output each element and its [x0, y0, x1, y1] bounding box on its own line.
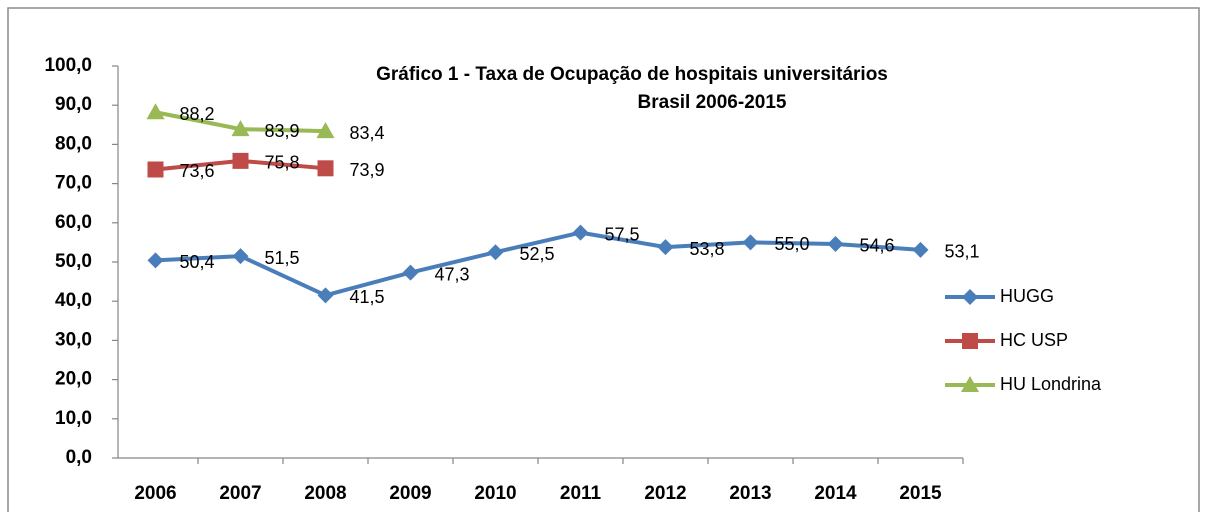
data-point	[827, 235, 844, 252]
chart-frame	[7, 7, 1200, 512]
data-point	[232, 248, 249, 265]
value-label: 52,5	[520, 244, 555, 264]
x-tick-label: 2006	[134, 483, 176, 504]
y-tick-label: 60,0	[55, 212, 92, 233]
value-label: 88,2	[180, 104, 215, 124]
y-tick-label: 10,0	[55, 408, 92, 429]
value-label: 73,6	[180, 161, 215, 181]
y-tick-label: 70,0	[55, 173, 92, 194]
data-point	[147, 252, 164, 269]
data-point	[572, 224, 589, 241]
legend-marker	[961, 376, 979, 392]
value-label: 53,1	[945, 242, 980, 262]
data-point	[317, 160, 334, 177]
y-tick-label: 80,0	[55, 133, 92, 154]
legend-marker	[962, 333, 978, 349]
data-point	[657, 239, 674, 256]
value-label: 75,8	[265, 153, 300, 173]
series-line	[155, 230, 921, 298]
x-tick-label: 2015	[899, 483, 942, 504]
y-tick-label: 100,0	[44, 55, 92, 76]
legend-label: HU Londrina	[1000, 374, 1102, 394]
value-label: 41,5	[350, 287, 385, 307]
value-label: 47,3	[435, 264, 470, 284]
x-tick-label: 2008	[304, 483, 346, 504]
value-label: 50,4	[180, 252, 215, 272]
y-tick-label: 30,0	[55, 329, 92, 350]
legend-marker	[962, 289, 978, 305]
y-tick-label: 50,0	[55, 251, 92, 272]
value-label: 53,8	[690, 239, 725, 259]
data-point	[487, 244, 504, 261]
data-point	[317, 287, 334, 304]
value-label: 57,5	[605, 224, 640, 244]
data-point	[742, 234, 759, 251]
value-label: 54,6	[860, 236, 895, 256]
data-point	[912, 241, 929, 258]
x-tick-label: 2010	[474, 483, 516, 504]
value-label: 55,0	[775, 234, 810, 254]
chart-subtitle: Brasil 2006-2015	[638, 92, 787, 113]
y-tick-label: 90,0	[55, 94, 92, 115]
value-label: 83,9	[265, 121, 300, 141]
data-point	[402, 264, 419, 281]
legend-label: HUGG	[1000, 286, 1054, 306]
value-label: 51,5	[265, 248, 300, 268]
y-tick-label: 40,0	[55, 290, 92, 311]
x-tick-label: 2011	[560, 483, 602, 504]
x-tick-label: 2013	[729, 483, 771, 504]
x-tick-label: 2012	[644, 483, 686, 504]
y-tick-label: 20,0	[55, 369, 92, 390]
data-point	[146, 103, 165, 120]
data-point	[147, 161, 164, 178]
x-tick-label: 2014	[814, 483, 857, 504]
legend-label: HC USP	[1000, 330, 1068, 350]
chart-title: Gráfico 1 - Taxa de Ocupação de hospitai…	[376, 64, 888, 85]
value-label: 83,4	[350, 123, 385, 143]
value-label: 73,9	[350, 160, 385, 180]
x-tick-label: 2007	[219, 483, 261, 504]
data-point	[316, 122, 335, 139]
x-tick-label: 2009	[389, 483, 431, 504]
data-point	[232, 152, 249, 169]
data-point	[231, 120, 250, 137]
y-tick-label: 0,0	[66, 447, 92, 468]
